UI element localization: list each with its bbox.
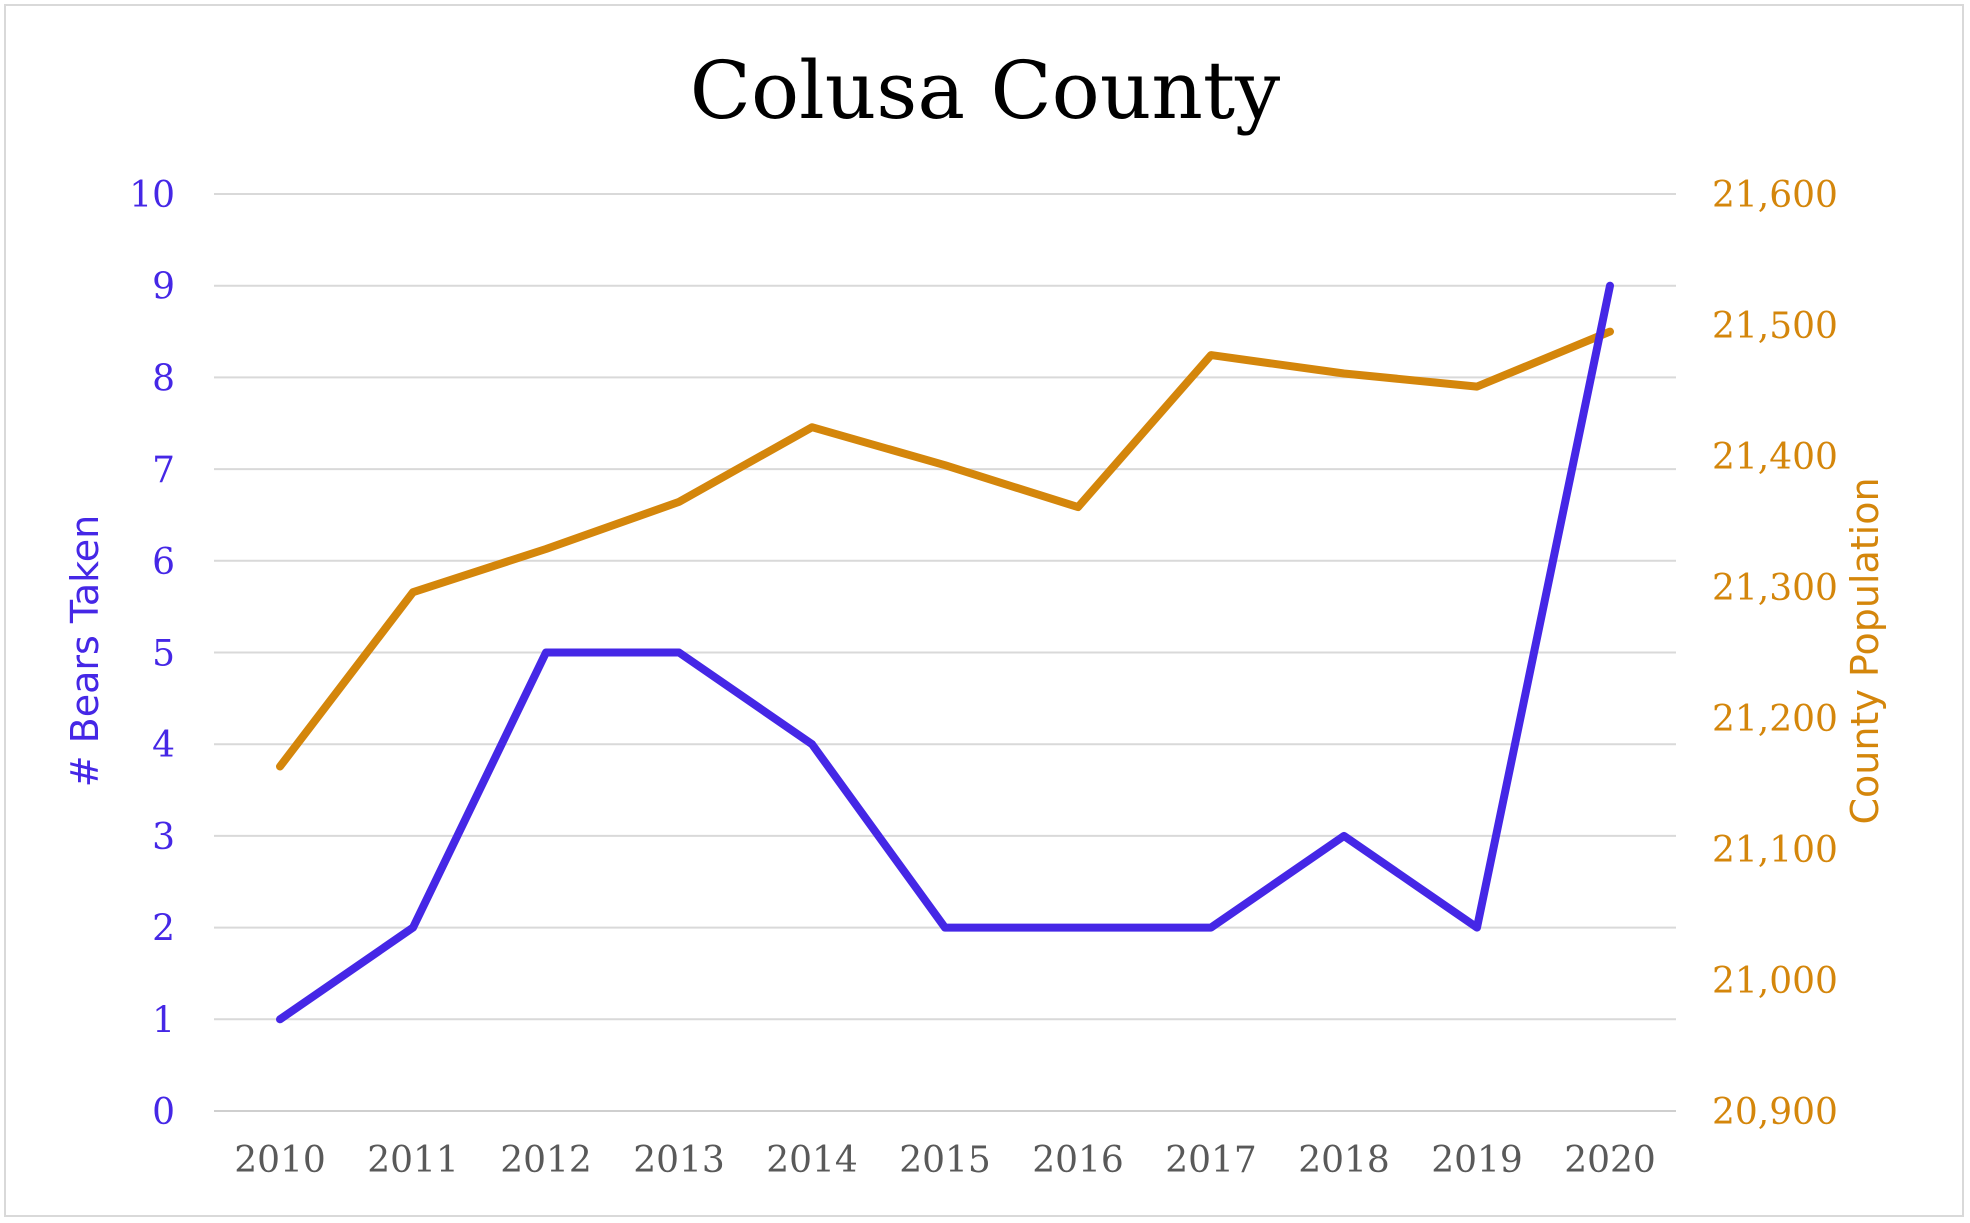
gridlines [214, 193, 1676, 1112]
x-tick-label: 2020 [1564, 1140, 1656, 1181]
right-tick-label: 20,900 [1712, 1092, 1838, 1133]
x-tick-label: 2019 [1431, 1140, 1523, 1181]
x-tick-label: 2011 [367, 1140, 459, 1181]
left-tick-label: 9 [152, 267, 175, 308]
left-tick-label: 7 [152, 450, 175, 491]
series-lines [276, 281, 1614, 1024]
left-tick-label: 8 [152, 358, 175, 399]
x-tick-label: 2018 [1298, 1140, 1390, 1181]
left-tick-label: 4 [152, 725, 175, 766]
left-tick-label: 3 [152, 817, 175, 858]
right-tick-label: 21,000 [1712, 961, 1838, 1002]
left-tick-label: 10 [129, 175, 175, 216]
right-axis-title: County Population [1843, 477, 1887, 824]
right-tick-label: 21,400 [1712, 437, 1838, 478]
x-axis-ticks: 2010 2011 2012 2013 2014 2015 2016 2017 2018 2019… [234, 1140, 1656, 1181]
right-tick-label: 21,500 [1712, 306, 1838, 347]
left-tick-label: 6 [152, 542, 175, 583]
x-tick-label: 2010 [234, 1140, 326, 1181]
chart-frame [4, 4, 1964, 1217]
x-tick-label: 2013 [633, 1140, 725, 1181]
right-tick-label: 21,200 [1712, 699, 1838, 740]
right-tick-label: 21,600 [1712, 175, 1838, 216]
left-axis-title: # Bears Taken [63, 515, 107, 787]
right-tick-label: 21,100 [1712, 830, 1838, 871]
x-tick-label: 2012 [500, 1140, 592, 1181]
x-tick-label: 2015 [899, 1140, 991, 1181]
x-tick-label: 2014 [766, 1140, 858, 1181]
left-axis-ticks: 0 1 2 3 4 5 6 7 8 9 10 [129, 175, 175, 1133]
right-axis-ticks: 20,900 21,000 21,100 21,200 21,300 21,400 21,5… [1712, 175, 1838, 1133]
left-tick-label: 1 [152, 1000, 175, 1041]
x-tick-label: 2017 [1165, 1140, 1257, 1181]
left-tick-label: 5 [152, 634, 175, 675]
series-line-county-population [276, 327, 1614, 771]
left-tick-label: 2 [152, 909, 175, 950]
chart-title: Colusa County [690, 44, 1280, 137]
x-tick-label: 2016 [1032, 1140, 1124, 1181]
series-line-bears-taken [276, 281, 1614, 1024]
right-tick-label: 21,300 [1712, 568, 1838, 609]
left-tick-label: 0 [152, 1092, 175, 1133]
